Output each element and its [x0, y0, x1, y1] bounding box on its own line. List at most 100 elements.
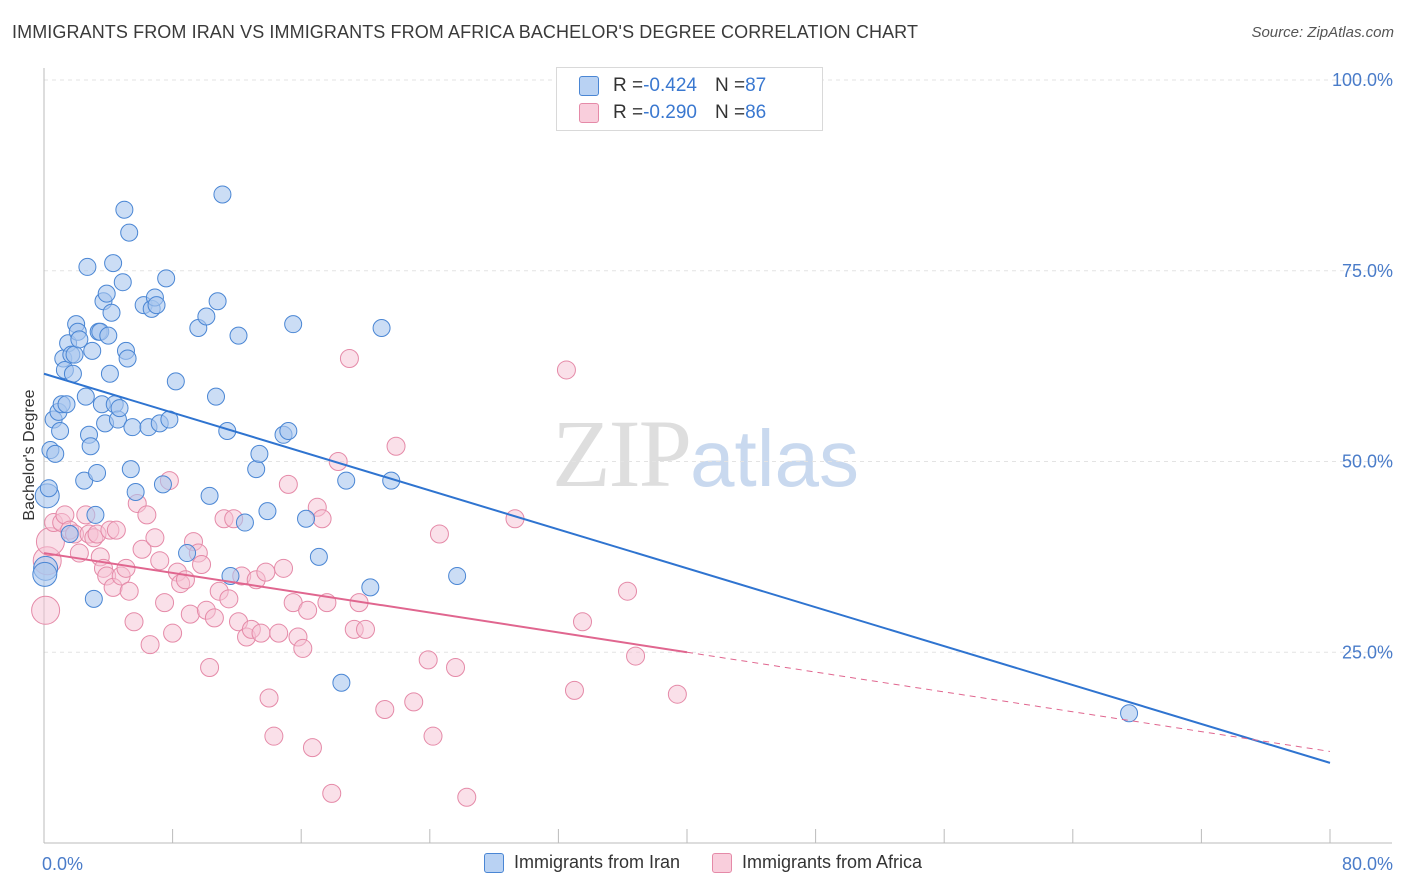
iran-point [197, 307, 216, 326]
africa-point [264, 726, 284, 746]
y-tick-label: 75.0% [1342, 261, 1393, 281]
iran-point [166, 372, 185, 391]
legend-row-iran: R = -0.424 N = 87 [579, 73, 766, 99]
legend-r-value: -0.290 [643, 102, 697, 123]
africa-point [180, 604, 200, 624]
africa-point [564, 680, 584, 700]
y-tick-label: 50.0% [1342, 452, 1393, 472]
africa-trend-extension [686, 651, 1331, 752]
iran-point [46, 444, 65, 463]
iran-point [102, 303, 121, 322]
africa-point [322, 783, 342, 803]
africa-point [386, 436, 406, 456]
iran-point [279, 421, 298, 440]
africa-point [204, 608, 224, 628]
iran-point [51, 421, 70, 440]
stats-legend: R = -0.424 N = 87 R = -0.290 N = 86 [556, 67, 823, 131]
africa-point [274, 558, 294, 578]
africa-point [446, 658, 466, 678]
iran-point [332, 673, 351, 692]
gridlines [44, 79, 1392, 653]
iran-point [88, 463, 107, 482]
africa-point [375, 699, 395, 719]
africa-points [31, 348, 687, 807]
africa-point [119, 581, 139, 601]
axes [43, 68, 1392, 844]
africa-trend-line [43, 552, 688, 654]
africa-point [145, 528, 165, 548]
iran-point [213, 185, 232, 204]
iran-point [70, 330, 89, 349]
iran-point [337, 471, 356, 490]
africa-point [132, 539, 152, 559]
legend-row-africa: R = -0.290 N = 86 [579, 100, 766, 126]
iran-point [147, 296, 166, 315]
iran-point [207, 387, 226, 406]
africa-point [251, 623, 271, 643]
iran-point [86, 505, 105, 524]
legend-r-label: R = [613, 102, 644, 123]
iran-point [229, 326, 248, 345]
africa-point [667, 684, 687, 704]
iran-point [361, 578, 380, 597]
iran-point [258, 502, 277, 521]
legend-r-label: R = [613, 75, 644, 96]
legend-item-iran[interactable]: Immigrants from Iran [483, 852, 680, 873]
trend-lines [43, 372, 1331, 764]
legend-n-label: N = [714, 75, 746, 96]
iran-point [120, 223, 139, 242]
africa-point [278, 474, 298, 494]
africa-point [418, 650, 438, 670]
watermark-atlas: atlas [690, 414, 859, 503]
africa-point [328, 452, 348, 471]
iran-point [250, 444, 269, 463]
iran-point [104, 254, 123, 273]
africa-point [404, 692, 424, 712]
iran-point [284, 315, 303, 334]
iran-point [84, 589, 103, 608]
tick-labels: 25.0% 50.0% 75.0% 100.0% 0.0% 80.0% Bachelor's… [21, 70, 1393, 874]
africa-point [269, 623, 289, 643]
africa-point [163, 623, 183, 643]
iran-point [118, 349, 137, 368]
africa-point [293, 638, 313, 658]
y-tick-label: 100.0% [1332, 70, 1393, 90]
watermark: ZIPatlas [552, 398, 859, 509]
iran-point [309, 547, 328, 566]
africa-point [573, 612, 593, 632]
legend-item-africa[interactable]: Immigrants from Africa [712, 852, 922, 873]
legend-label-iran: Immigrants from Iran [513, 852, 680, 872]
africa-point [137, 505, 157, 525]
iran-point [78, 257, 97, 276]
iran-point [208, 292, 227, 311]
iran-point [178, 544, 197, 563]
iran-point [83, 341, 102, 360]
iran-point [81, 437, 100, 456]
iran-point [57, 395, 76, 414]
iran-point [126, 483, 145, 502]
iran-swatch [483, 852, 504, 873]
iran-swatch [579, 76, 599, 96]
iran-point [110, 399, 129, 418]
legend-label-africa: Immigrants from Africa [742, 852, 923, 872]
africa-point [31, 595, 61, 625]
legend-n-value: 87 [745, 75, 767, 96]
iran-point [200, 486, 219, 505]
y-axis-label: Bachelor's Degree [21, 389, 38, 520]
africa-point [140, 635, 160, 655]
africa-point [429, 524, 449, 544]
africa-point [256, 562, 276, 582]
africa-point [155, 593, 175, 613]
africa-swatch [712, 852, 732, 873]
iran-point [115, 200, 134, 219]
africa-point [259, 688, 279, 708]
africa-point [312, 509, 332, 529]
iran-point [113, 273, 132, 292]
iran-point [100, 364, 119, 383]
iran-point [1120, 704, 1139, 723]
legend-n-label: N = [714, 102, 746, 123]
africa-point [423, 726, 443, 746]
iran-point [76, 387, 95, 406]
africa-point [556, 360, 576, 380]
